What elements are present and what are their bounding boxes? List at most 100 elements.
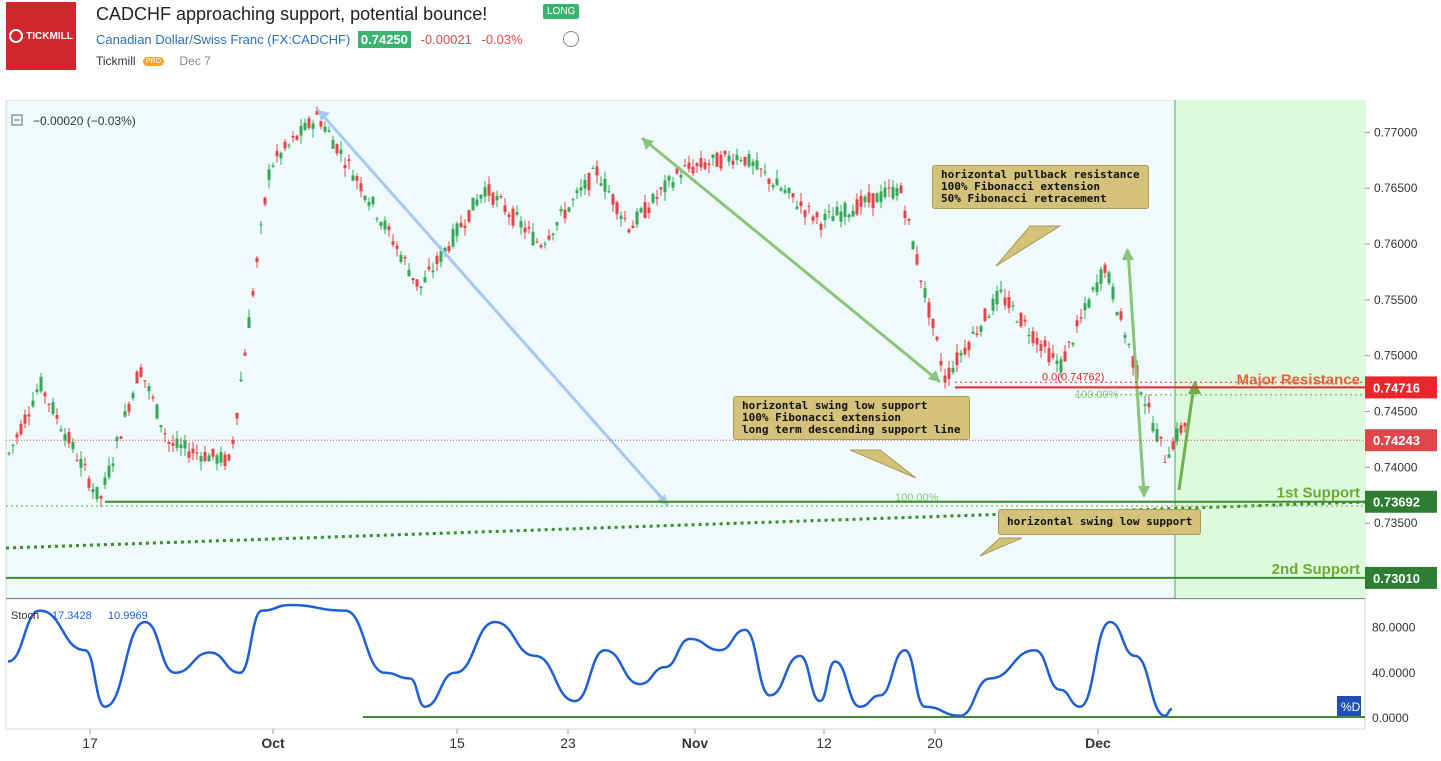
candle-body (179, 444, 183, 449)
candle-body (359, 183, 363, 192)
candle-body (1095, 282, 1099, 292)
time-tick-label: 12 (816, 735, 832, 751)
candle-body (147, 386, 151, 392)
candle-body (727, 155, 731, 162)
symbol-code[interactable]: (FX:CADCHF) (267, 32, 351, 47)
candle-body (35, 389, 39, 392)
candle-body (187, 451, 191, 458)
candle-body (815, 212, 819, 218)
candle-body (435, 255, 439, 264)
candle-body (247, 317, 251, 328)
current-price-badge: 0.74243 (1373, 433, 1420, 448)
candle-body (243, 352, 247, 356)
candle-body (759, 168, 763, 170)
levels-group: 0.0(0.74762)100.00%100.00%Major Resistan… (5, 371, 1366, 579)
candle-body (903, 210, 907, 219)
d-badge: %D (1341, 700, 1361, 714)
candle-body (639, 208, 643, 213)
candle-body (175, 438, 179, 448)
candle-body (7, 452, 11, 455)
candle-body (535, 241, 539, 243)
candle-body (31, 400, 35, 407)
candle-body (403, 256, 407, 259)
candle-body (663, 180, 667, 193)
symbol-line: Canadian Dollar/Swiss Franc (FX:CADCHF) … (96, 31, 523, 48)
candle-body (895, 188, 899, 196)
candle-body (55, 414, 59, 419)
pro-badge: PRO (142, 57, 165, 67)
candle-body (195, 452, 199, 454)
stoch-d-line (7, 603, 1173, 717)
price-tick-label: 0.76500 (1374, 181, 1418, 195)
candle-body (407, 269, 411, 277)
candle-body (335, 144, 339, 154)
chart-svg[interactable]: 0.0(0.74762)100.00%100.00%Major Resistan… (0, 99, 1441, 756)
drop-arrow (1126, 249, 1146, 496)
candle-body (1163, 461, 1167, 463)
candle-body (747, 154, 751, 167)
candle-body (1035, 337, 1039, 345)
candle-body (1167, 454, 1171, 458)
candle-body (255, 257, 259, 263)
candle-body (123, 411, 127, 417)
candle-body (947, 367, 951, 379)
candle-body (223, 454, 227, 467)
candle-body (527, 226, 531, 229)
candle-body (807, 205, 811, 207)
candle-body (519, 221, 523, 228)
candle-body (531, 231, 535, 246)
author-name[interactable]: Tickmill (96, 54, 136, 68)
candle-body (1159, 436, 1163, 439)
candle-body (443, 247, 447, 253)
candle-body (823, 213, 827, 221)
time-tick-label: Oct (261, 735, 285, 751)
candle-body (207, 455, 211, 462)
candle-body (699, 158, 703, 168)
second-support-note: horizontal swing low support (998, 509, 1202, 535)
candle-body (235, 413, 239, 419)
candle-body (1119, 311, 1123, 320)
candle-body (1079, 317, 1083, 319)
pane-legend: −0.00020 (−0.03%) (33, 114, 136, 128)
candle-body (567, 207, 571, 212)
collapse-icon[interactable] (11, 114, 23, 126)
candle-body (311, 123, 315, 129)
candle-body (423, 277, 427, 283)
candle-body (415, 279, 419, 287)
candle-body (315, 111, 319, 115)
symbol-name[interactable]: Canadian Dollar/Swiss Franc (96, 32, 264, 47)
candle-body (891, 186, 895, 199)
candle-body (1059, 359, 1063, 373)
candle-body (319, 121, 323, 127)
candle-body (619, 215, 623, 219)
second-support-label: 2nd Support (1272, 561, 1360, 578)
candle-body (675, 168, 679, 174)
candle-body (659, 187, 663, 190)
candle-body (487, 184, 491, 196)
candle-body (879, 191, 883, 203)
candle-body (303, 122, 307, 131)
candle-body (63, 434, 67, 441)
candle-body (139, 367, 143, 377)
second-support-note-pointer (979, 537, 1023, 557)
chart-area[interactable]: 0.0(0.74762) 100.00% 100.00% Major Resistan… (0, 99, 1441, 756)
candle-body (1155, 429, 1159, 442)
stoch-tick-label: 40.0000 (1372, 666, 1416, 680)
time-tick-label: 15 (449, 735, 465, 751)
candle-body (923, 288, 927, 298)
second-support-badge-bg (1365, 566, 1437, 589)
candle-body (23, 414, 27, 424)
candle-body (355, 176, 359, 181)
stoch-d-value: 10.9969 (108, 610, 148, 622)
idea-title: CADCHF approaching support, potential bo… (96, 4, 488, 24)
candle-body (411, 278, 415, 281)
candle-body (799, 201, 803, 206)
price-change: -0.00021 (420, 32, 472, 47)
candle-body (15, 434, 19, 438)
alarm-clock-icon[interactable] (563, 31, 579, 47)
candle-body (775, 178, 779, 186)
candle-body (219, 451, 223, 463)
candle-body (1051, 353, 1055, 358)
candle-body (267, 169, 271, 180)
logo-text: TICKMILL (26, 30, 73, 42)
